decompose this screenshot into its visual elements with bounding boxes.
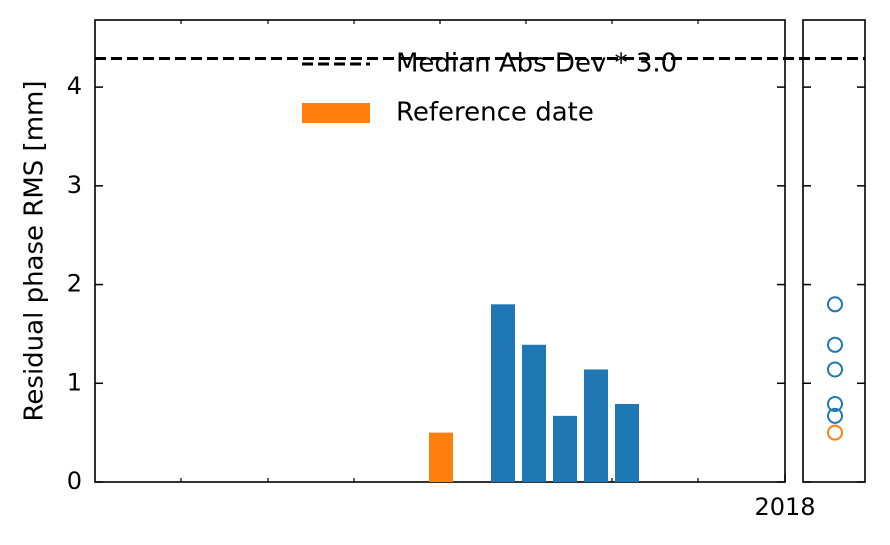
x-tick-label: 2018	[754, 493, 815, 521]
y-tick-label: 0	[67, 467, 82, 495]
side-panel-frame	[802, 19, 866, 483]
legend-label: Reference date	[396, 98, 594, 128]
y-axis-label: Residual phase RMS [mm]	[20, 81, 50, 422]
bar	[615, 404, 639, 482]
legend-label: Median Abs Dev * 3.0	[396, 49, 677, 79]
bar	[429, 432, 453, 482]
bar	[553, 415, 577, 482]
point	[827, 396, 843, 413]
point	[827, 296, 843, 313]
point	[827, 361, 843, 378]
y-tick-label: 1	[67, 368, 82, 396]
y-tick-label: 4	[67, 72, 82, 100]
point	[827, 424, 843, 441]
bar	[522, 344, 546, 482]
y-tick-label: 3	[67, 171, 82, 199]
legend-patch	[302, 103, 370, 123]
bar	[491, 304, 515, 482]
main-panel-frame	[94, 19, 786, 483]
point	[827, 407, 843, 424]
y-tick-label: 2	[67, 270, 82, 298]
bar	[584, 369, 608, 482]
point	[827, 336, 843, 353]
